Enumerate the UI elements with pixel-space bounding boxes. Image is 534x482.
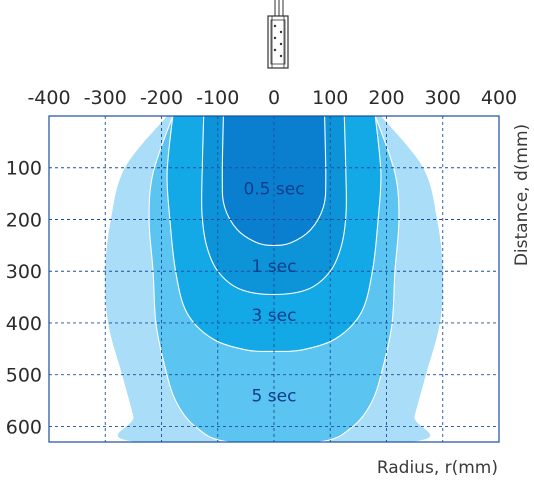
x-tick-labels: -400 -300 -200 -100 0 100 200 300 400 [27, 87, 517, 109]
x-axis-title: Radius, r(mm) [377, 458, 498, 478]
x-tick-label: 400 [481, 87, 517, 109]
x-tick-label: 100 [312, 87, 348, 109]
x-tick-label: -200 [140, 87, 183, 109]
x-tick-label: 300 [425, 87, 461, 109]
y-tick-label: 600 [6, 416, 42, 438]
x-tick-label: -300 [84, 87, 127, 109]
grid-layer [49, 116, 499, 442]
x-tick-label: -400 [27, 87, 70, 109]
x-tick-label: 200 [368, 87, 404, 109]
y-tick-label: 500 [6, 365, 42, 387]
y-tick-label: 300 [6, 261, 42, 283]
region-0-5-sec [221, 116, 327, 246]
y-tick-labels: 100 200 300 400 500 600 [6, 158, 42, 439]
plot-frame [48, 115, 500, 443]
x-tick-label: 0 [268, 87, 280, 109]
region-label-5-sec: 5 sec [252, 386, 297, 406]
y-axis-title: Distance, d(mm) [512, 124, 532, 266]
y-tick-label: 100 [6, 158, 42, 180]
region-label-3-sec: 3 sec [252, 306, 297, 326]
region-label-1-sec: 1 sec [252, 257, 297, 277]
y-tick-label: 200 [6, 209, 42, 231]
x-tick-label: -100 [196, 87, 239, 109]
region-label-layer: 0.5 sec 1 sec 3 sec 5 sec [243, 179, 304, 406]
sensor-icon [267, 0, 289, 69]
region-label-0-5-sec: 0.5 sec [243, 179, 304, 199]
y-tick-label: 400 [6, 313, 42, 335]
